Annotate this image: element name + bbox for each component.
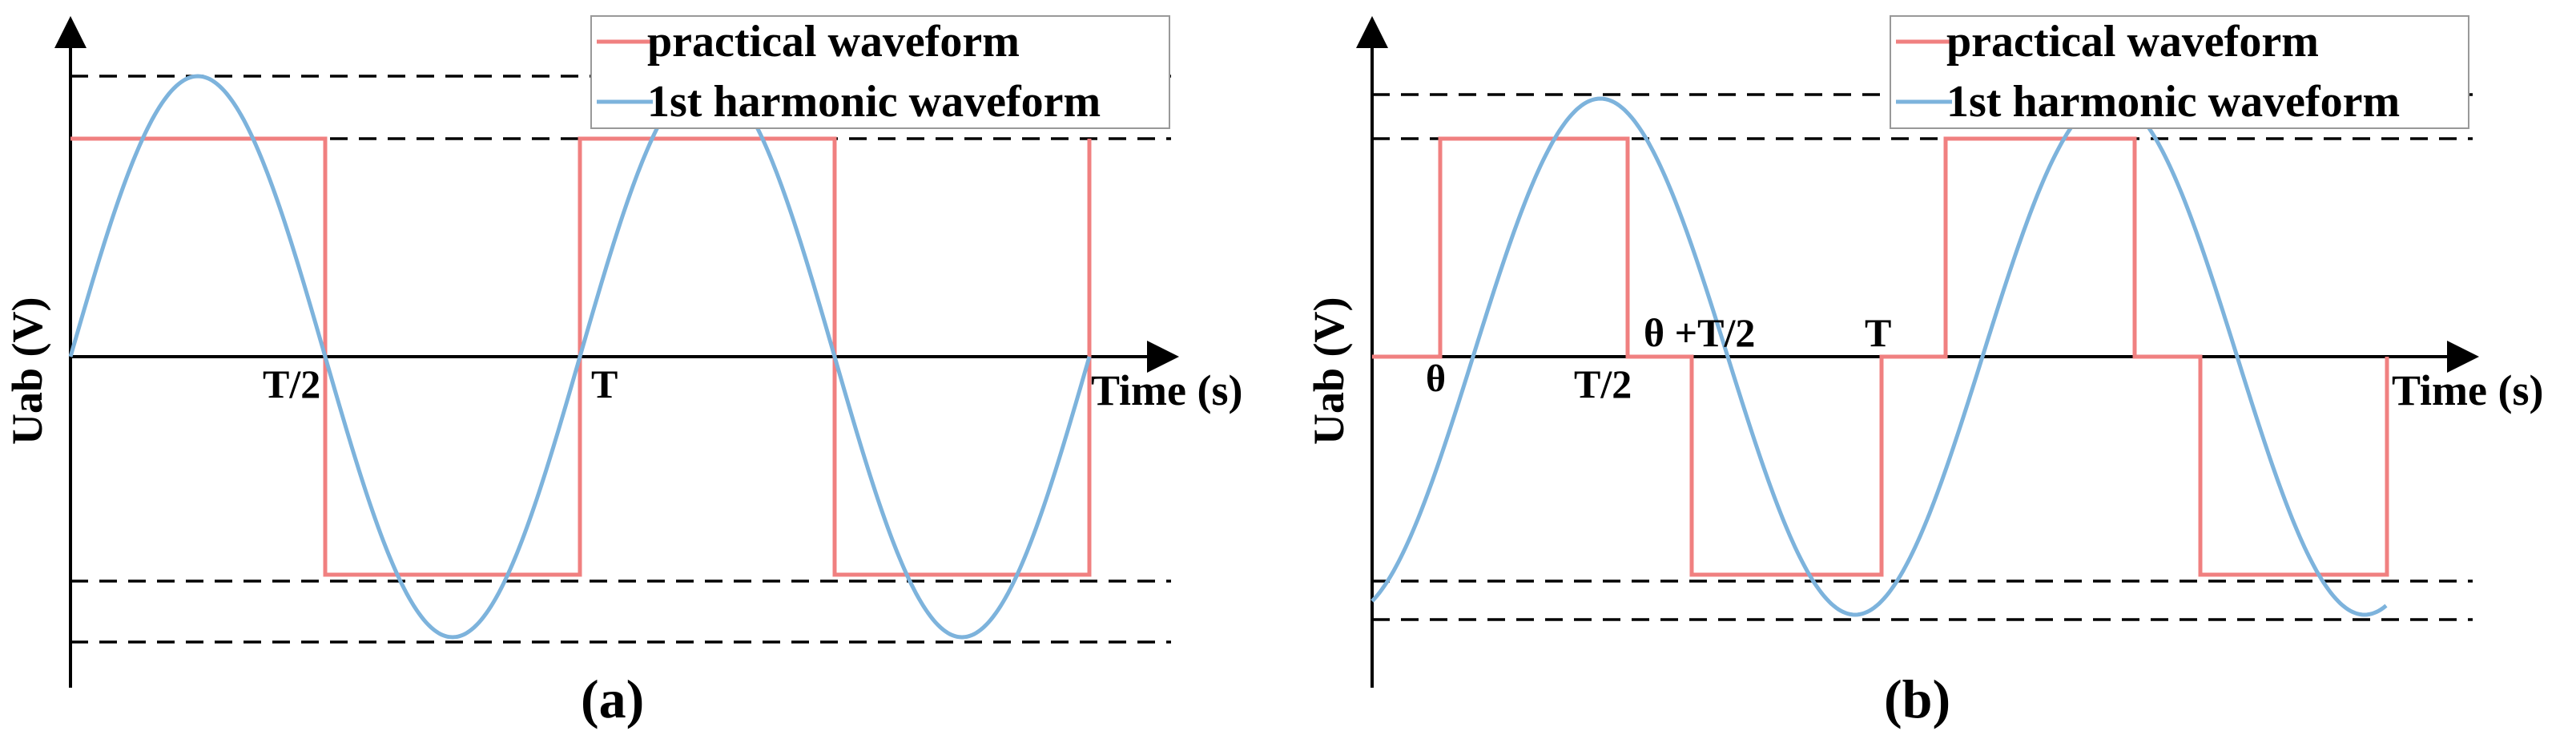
panel-b-legend: practical waveform 1st harmonic waveform xyxy=(1890,15,2469,129)
panel-b: θ T/2 θ +T/2 T Time (s) Uab (V) (b) prac… xyxy=(1305,15,2543,729)
panel-b-tick-half-period: T/2 xyxy=(1574,361,1632,406)
panel-a-harmonic-waveform xyxy=(68,74,1092,640)
panel-a-practical-waveform xyxy=(70,136,1092,577)
panel-b-caption: (b) xyxy=(1884,668,1950,729)
panel-b-tick-period: T xyxy=(1865,310,1891,355)
panel-b-x-axis-label: Time (s) xyxy=(2392,366,2543,414)
panel-b-legend-harmonic-label: 1st harmonic waveform xyxy=(1946,77,2400,127)
panel-a-caption: (a) xyxy=(581,668,644,729)
panel-b-practical-waveform xyxy=(1372,136,2389,577)
panel-a-tick-period: T xyxy=(591,361,618,406)
panel-b-tick-theta: θ xyxy=(1426,357,1446,400)
panel-b-y-axis-label: Uab (V) xyxy=(1305,297,1353,446)
panel-b-legend-box xyxy=(1890,15,2469,129)
panel-b-harmonic-waveform xyxy=(1371,96,2388,617)
panel-b-legend-practical-label: practical waveform xyxy=(1946,17,2319,67)
panel-b-tick-theta-half-period: θ +T/2 xyxy=(1644,310,1755,355)
panel-a-y-axis-label: Uab (V) xyxy=(3,297,51,446)
panel-a-tick-half-period: T/2 xyxy=(263,361,320,406)
panel-a-legend-box xyxy=(590,15,1170,129)
panel-a-legend: practical waveform 1st harmonic waveform xyxy=(590,15,1170,129)
panel-a-x-axis-label: Time (s) xyxy=(1091,366,1242,414)
panel-a-legend-practical-label: practical waveform xyxy=(647,17,1020,67)
panel-a: T/2 T Time (s) Uab (V) (a) practical wav… xyxy=(3,15,1242,729)
panel-a-legend-harmonic-label: 1st harmonic waveform xyxy=(647,77,1101,127)
